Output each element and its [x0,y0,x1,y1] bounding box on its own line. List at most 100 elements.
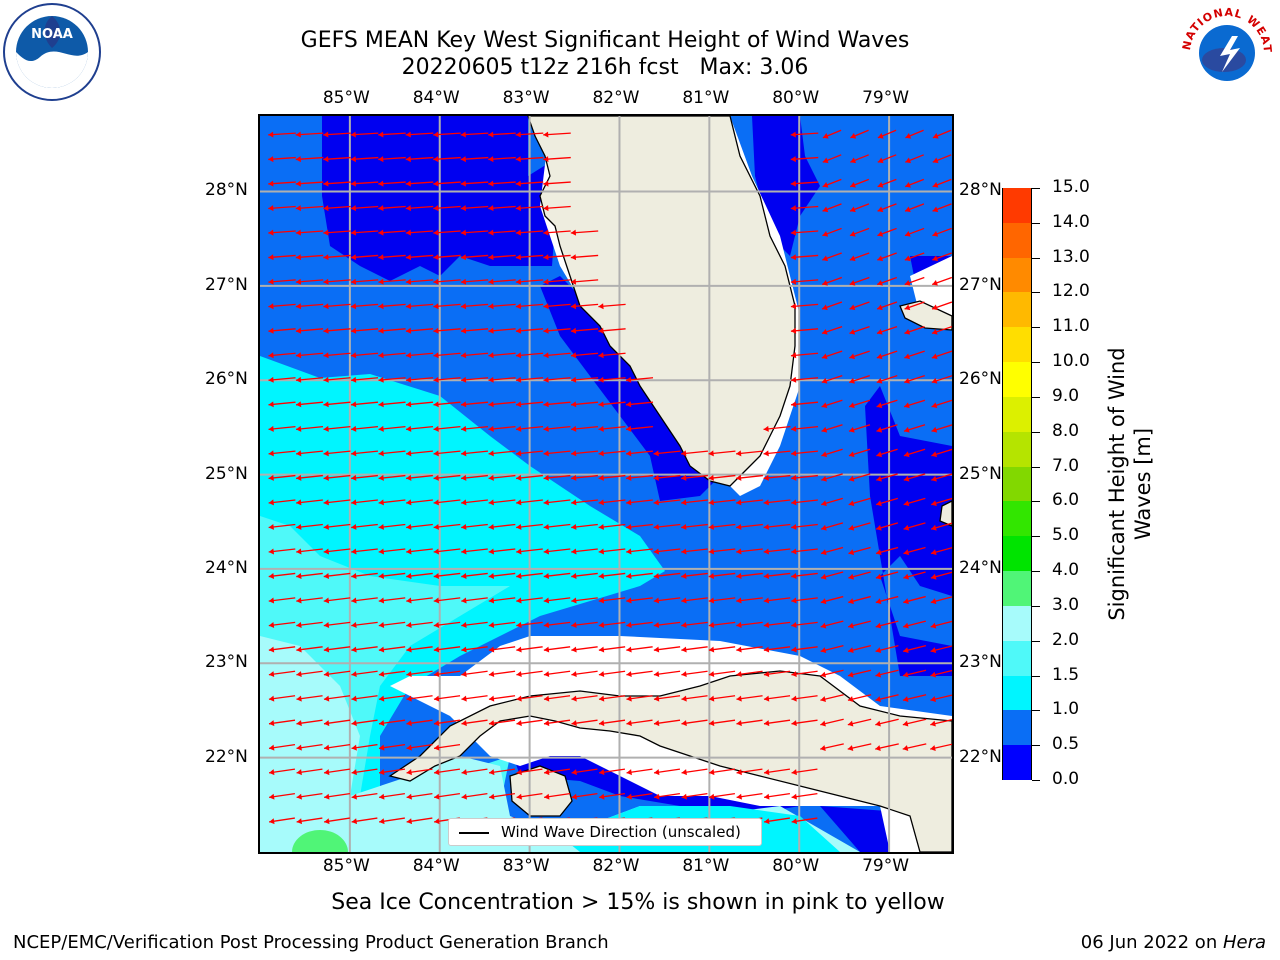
wave-arrow-head [790,303,797,310]
colorbar-band [1003,709,1031,746]
wave-arrow-head [268,646,275,653]
wave-arrow-head [903,622,909,629]
wave-arrow-head [876,426,883,433]
wave-arrow-head [626,646,632,653]
wave-arrow-head [489,793,495,800]
lat-label-left: 26°N [205,369,248,390]
wave-arrow-head [598,425,604,432]
wave-arrow-head [406,499,412,506]
wave-arrow-head [378,156,384,163]
wave-arrow-head [932,182,939,188]
wave-arrow-head [351,744,357,751]
wave-arrow-head [488,597,495,604]
wave-arrow-head [570,229,577,236]
wave-arrow-head [626,425,632,432]
wave-arrow-head [323,671,330,678]
wave-arrow-head [875,720,881,727]
wave-arrow-head [681,597,687,604]
lat-label-left: 25°N [205,463,248,484]
wave-arrow-head [378,720,385,727]
colorbar-tick-mark [1032,292,1040,294]
wave-arrow-head [876,402,883,409]
wave-arrow-head [351,818,358,825]
wave-arrow-head [378,278,384,285]
wave-arrow-head [848,500,855,507]
wave-arrow-head [790,180,796,187]
wave-arrow-head [350,327,357,334]
wave-arrow-head [378,425,384,432]
wave-arrow-head [544,793,550,800]
colorbar-band [1003,640,1031,676]
legend-line-swatch [459,832,489,834]
wave-arrow-head [351,548,357,555]
wave-arrow-head [433,180,439,187]
colorbar-band [1003,570,1031,606]
wave-arrow-head [296,597,302,604]
wave-arrow-head [681,646,687,653]
wave-arrow-head [847,745,854,751]
machine-name: Hera [1222,932,1266,953]
lon-label-top: 81°W [682,88,730,108]
wave-arrow-head [571,646,577,653]
wave-arrow-head [876,500,882,507]
wave-arrow-head [351,793,357,800]
colorbar-band [1003,605,1031,641]
wave-arrow-head [736,622,742,629]
wave-arrow-head [876,328,883,335]
wave-arrow-head [515,327,522,334]
wave-arrow-head [406,450,412,457]
wave-arrow-head [598,523,604,530]
wave-arrow-head [681,622,687,629]
wave-arrow-head [932,157,939,164]
colorbar-tick-label: 4.0 [1052,560,1080,581]
wave-arrow-head [268,622,275,629]
wave-arrow-head [848,475,855,482]
wave-arrow-head [849,304,856,311]
wave-arrow-head [790,376,797,383]
wave-arrow-head [791,597,797,604]
wave-arrow-head [461,695,467,702]
wave-arrow-head [905,157,912,164]
wave-arrow-head [763,499,769,506]
wave-arrow-head [378,573,385,579]
wave-arrow-head [875,696,881,703]
wave-arrow-head [295,352,302,359]
colorbar-tick-mark [1032,536,1040,538]
wave-arrow-head [406,523,412,530]
lon-label-bottom: 80°W [772,856,820,876]
wave-arrow-head [930,720,936,727]
wave-arrow-head [268,597,275,604]
wave-arrow-head [876,353,883,360]
wave-arrow-head [822,304,828,311]
wave-arrow-head [350,156,356,163]
wave-arrow-head [736,523,742,530]
wave-arrow-head [848,549,855,556]
wave-arrow-head [849,328,856,335]
wave-arrow-head [406,744,412,751]
wave-arrow-head [763,720,770,727]
wave-arrow-head [653,695,660,702]
wave-arrow-head [351,671,357,678]
wave-arrow-head [847,696,854,703]
wave-arrow-head [544,769,550,776]
wave-arrow-head [708,474,714,481]
wave-arrow-head [323,278,329,285]
wave-arrow-head [488,156,494,163]
wave-arrow-head [406,793,412,800]
colorbar-tick-mark [1032,188,1040,189]
wave-arrow-head [433,671,440,678]
wave-arrow-head [930,671,937,678]
wave-arrow-head [876,377,883,384]
wave-arrow-head [877,157,884,164]
colorbar-band [1003,535,1031,572]
wave-arrow-head [543,303,549,310]
wave-arrow-head [296,622,302,629]
wave-arrow-head [848,573,855,580]
wave-arrow-head [323,229,329,236]
wave-arrow-head [654,769,660,776]
wave-arrow-head [296,499,302,506]
wave-arrow-head [791,573,797,579]
wave-arrow-head [877,304,883,311]
wave-arrow-head [543,474,549,481]
lon-label-bottom: 81°W [682,856,730,876]
